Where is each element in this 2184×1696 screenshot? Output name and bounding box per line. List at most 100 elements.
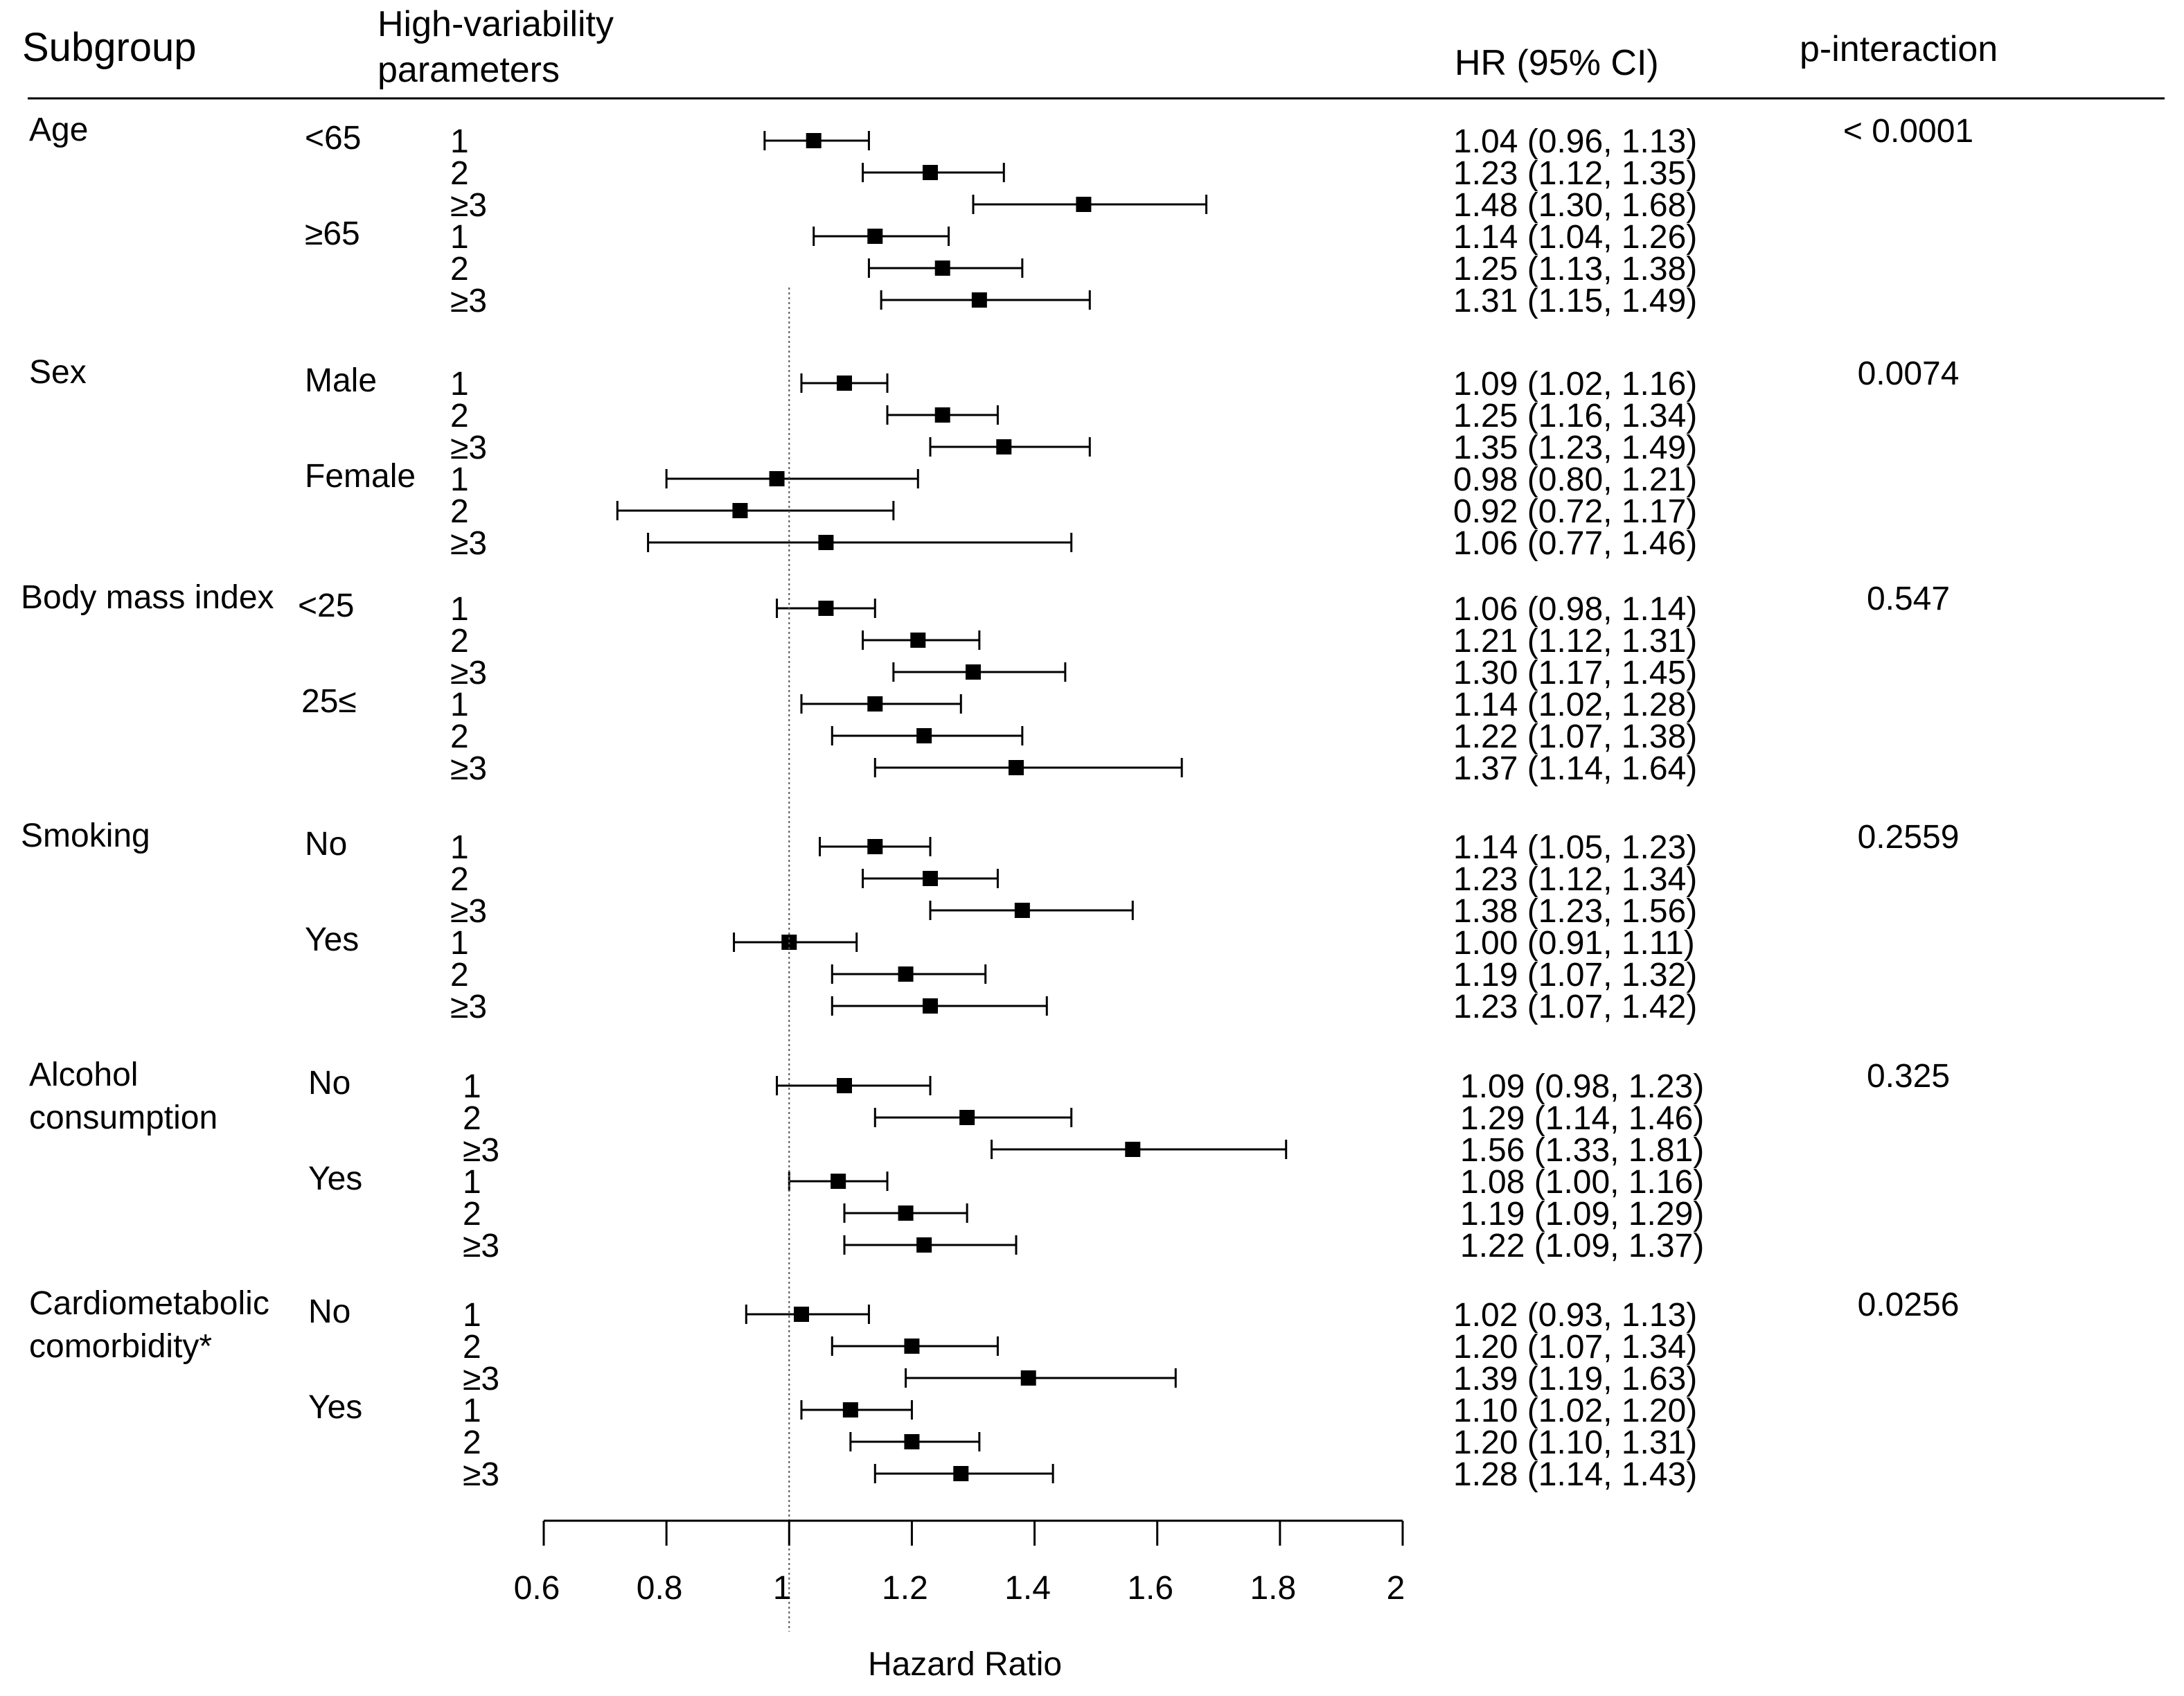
group-name: comorbidity* (29, 1328, 212, 1365)
hr-point (867, 229, 883, 244)
group-6: Cardiometabolic comorbidity* 0.0256 No 1 1.02… (29, 1285, 1959, 1493)
hr-point (1014, 903, 1030, 918)
group-5: Alcohol consumption 0.325 No 1 1.09 (0.98, 1.… (29, 1057, 1950, 1264)
hr-ci-text: 1.22 (1.07, 1.38) (1453, 718, 1697, 755)
hr-point (867, 696, 883, 712)
group-4: Smoking 0.2559 No 1 1.14 (1.05, 1.23) 2 1.23 (… (21, 818, 1959, 1025)
hr-point (837, 1078, 852, 1093)
header-hr-ci: HR (95% CI) (1455, 43, 1659, 83)
parameter-label: 2 (450, 957, 469, 993)
parameter-label: 1 (463, 1393, 481, 1429)
hr-ci-text: 1.23 (1.07, 1.42) (1453, 989, 1697, 1025)
hr-ci-text: 1.39 (1.19, 1.63) (1453, 1361, 1697, 1397)
parameter-label: 1 (450, 219, 469, 256)
hr-point (898, 966, 914, 982)
p-interaction-value: 0.325 (1867, 1058, 1950, 1095)
hr-ci-text: 1.20 (1.07, 1.34) (1453, 1329, 1697, 1366)
group-1: Age < 0.0001 <65 1 1.04 (0.96, 1.13) 2 1.23 (1… (29, 112, 1973, 319)
hr-point (818, 535, 834, 550)
x-tick-label: 1 (773, 1570, 792, 1607)
x-axis: 0.6 0.8 1 1.2 1.4 1.6 1.8 2 (514, 1519, 1405, 1607)
hr-point (953, 1466, 969, 1481)
parameter-label: 1 (463, 1068, 481, 1105)
parameter-label: 2 (450, 251, 469, 288)
subgroup-label: ≥65 (305, 215, 360, 252)
parameter-label: ≥3 (450, 525, 487, 562)
x-tick-label: 1.4 (1004, 1570, 1051, 1607)
hr-ci-text: 1.14 (1.02, 1.28) (1453, 687, 1697, 723)
hr-ci-text: 1.38 (1.23, 1.56) (1453, 893, 1697, 930)
hr-ci-text: 1.09 (0.98, 1.23) (1460, 1068, 1704, 1105)
parameter-label: 2 (450, 493, 469, 530)
parameter-label: ≥3 (450, 655, 487, 691)
parameter-label: ≥3 (450, 893, 487, 930)
group-name: Smoking (21, 818, 150, 854)
hr-point (1125, 1142, 1141, 1157)
header-parameters-line2: parameters (378, 50, 560, 90)
parameter-label: 1 (450, 687, 469, 723)
parameter-label: 1 (450, 591, 469, 628)
hr-point (1009, 760, 1024, 775)
group-3: Body mass index 0.547 <25 1 1.06 (0.98, 1.14… (21, 579, 1950, 787)
parameter-label: 2 (463, 1329, 481, 1366)
hr-point (934, 407, 950, 423)
p-interaction-value: 0.2559 (1858, 819, 1960, 856)
hr-ci-text: 1.25 (1.13, 1.38) (1453, 251, 1697, 288)
subgroup-label: No (305, 826, 347, 863)
hr-point (923, 998, 938, 1014)
p-interaction-value: 0.0074 (1858, 355, 1960, 392)
parameter-label: 2 (450, 718, 469, 755)
hr-point (867, 839, 883, 854)
x-tick-label: 2 (1387, 1570, 1405, 1607)
x-tick-label: 1.8 (1250, 1570, 1296, 1607)
hr-point (916, 1237, 932, 1253)
subgroup-label: Yes (308, 1389, 362, 1426)
parameter-label: 1 (450, 925, 469, 962)
hr-ci-text: 1.23 (1.12, 1.34) (1453, 861, 1697, 898)
header-parameters-line1: High-variability (378, 4, 614, 44)
hr-point (923, 871, 938, 886)
hr-ci-text: 1.30 (1.17, 1.45) (1453, 655, 1697, 691)
parameter-label: ≥3 (450, 187, 487, 224)
subgroup-label: 25≤ (301, 683, 357, 720)
hr-point (934, 260, 950, 276)
parameter-label: ≥3 (463, 1132, 499, 1169)
hr-point (916, 728, 932, 743)
parameter-label: ≥3 (450, 989, 487, 1025)
subgroup-label: Yes (305, 921, 359, 958)
header-p-interaction: p-interaction (1800, 29, 1998, 69)
hr-ci-text: 1.25 (1.16, 1.34) (1453, 398, 1697, 434)
subgroup-label: Male (305, 362, 377, 399)
hr-ci-text: 1.06 (0.98, 1.14) (1453, 591, 1697, 628)
parameter-label: ≥3 (463, 1361, 499, 1397)
hr-point (923, 165, 938, 180)
hr-ci-text: 1.06 (0.77, 1.46) (1453, 525, 1697, 562)
hr-point (904, 1434, 920, 1449)
parameter-label: 1 (450, 366, 469, 403)
hr-point (959, 1110, 975, 1125)
x-axis-label: Hazard Ratio (868, 1646, 1062, 1683)
x-tick-label: 0.6 (514, 1570, 560, 1607)
parameter-label: ≥3 (450, 750, 487, 787)
parameter-label: 1 (450, 461, 469, 498)
parameter-label: 2 (450, 623, 469, 660)
hr-ci-text: 1.21 (1.12, 1.31) (1453, 623, 1697, 660)
group-name: Age (29, 112, 88, 148)
group-name: Alcohol (29, 1057, 138, 1093)
subgroup-label: <65 (305, 120, 361, 157)
hr-point (769, 471, 785, 486)
hr-ci-text: 0.98 (0.80, 1.21) (1453, 461, 1697, 498)
parameter-label: 1 (463, 1164, 481, 1201)
hr-point (996, 439, 1012, 454)
hr-point (1076, 197, 1092, 212)
hr-point (831, 1174, 846, 1189)
hr-ci-text: 1.20 (1.10, 1.31) (1453, 1424, 1697, 1461)
hr-ci-text: 1.19 (1.07, 1.32) (1453, 957, 1697, 993)
parameter-label: ≥3 (450, 283, 487, 319)
hr-ci-text: 1.14 (1.04, 1.26) (1453, 219, 1697, 256)
hr-point (1020, 1370, 1036, 1386)
group-name: Sex (29, 354, 87, 391)
hr-ci-text: 1.10 (1.02, 1.20) (1453, 1393, 1697, 1429)
hr-ci-text: 1.23 (1.12, 1.35) (1453, 155, 1697, 192)
